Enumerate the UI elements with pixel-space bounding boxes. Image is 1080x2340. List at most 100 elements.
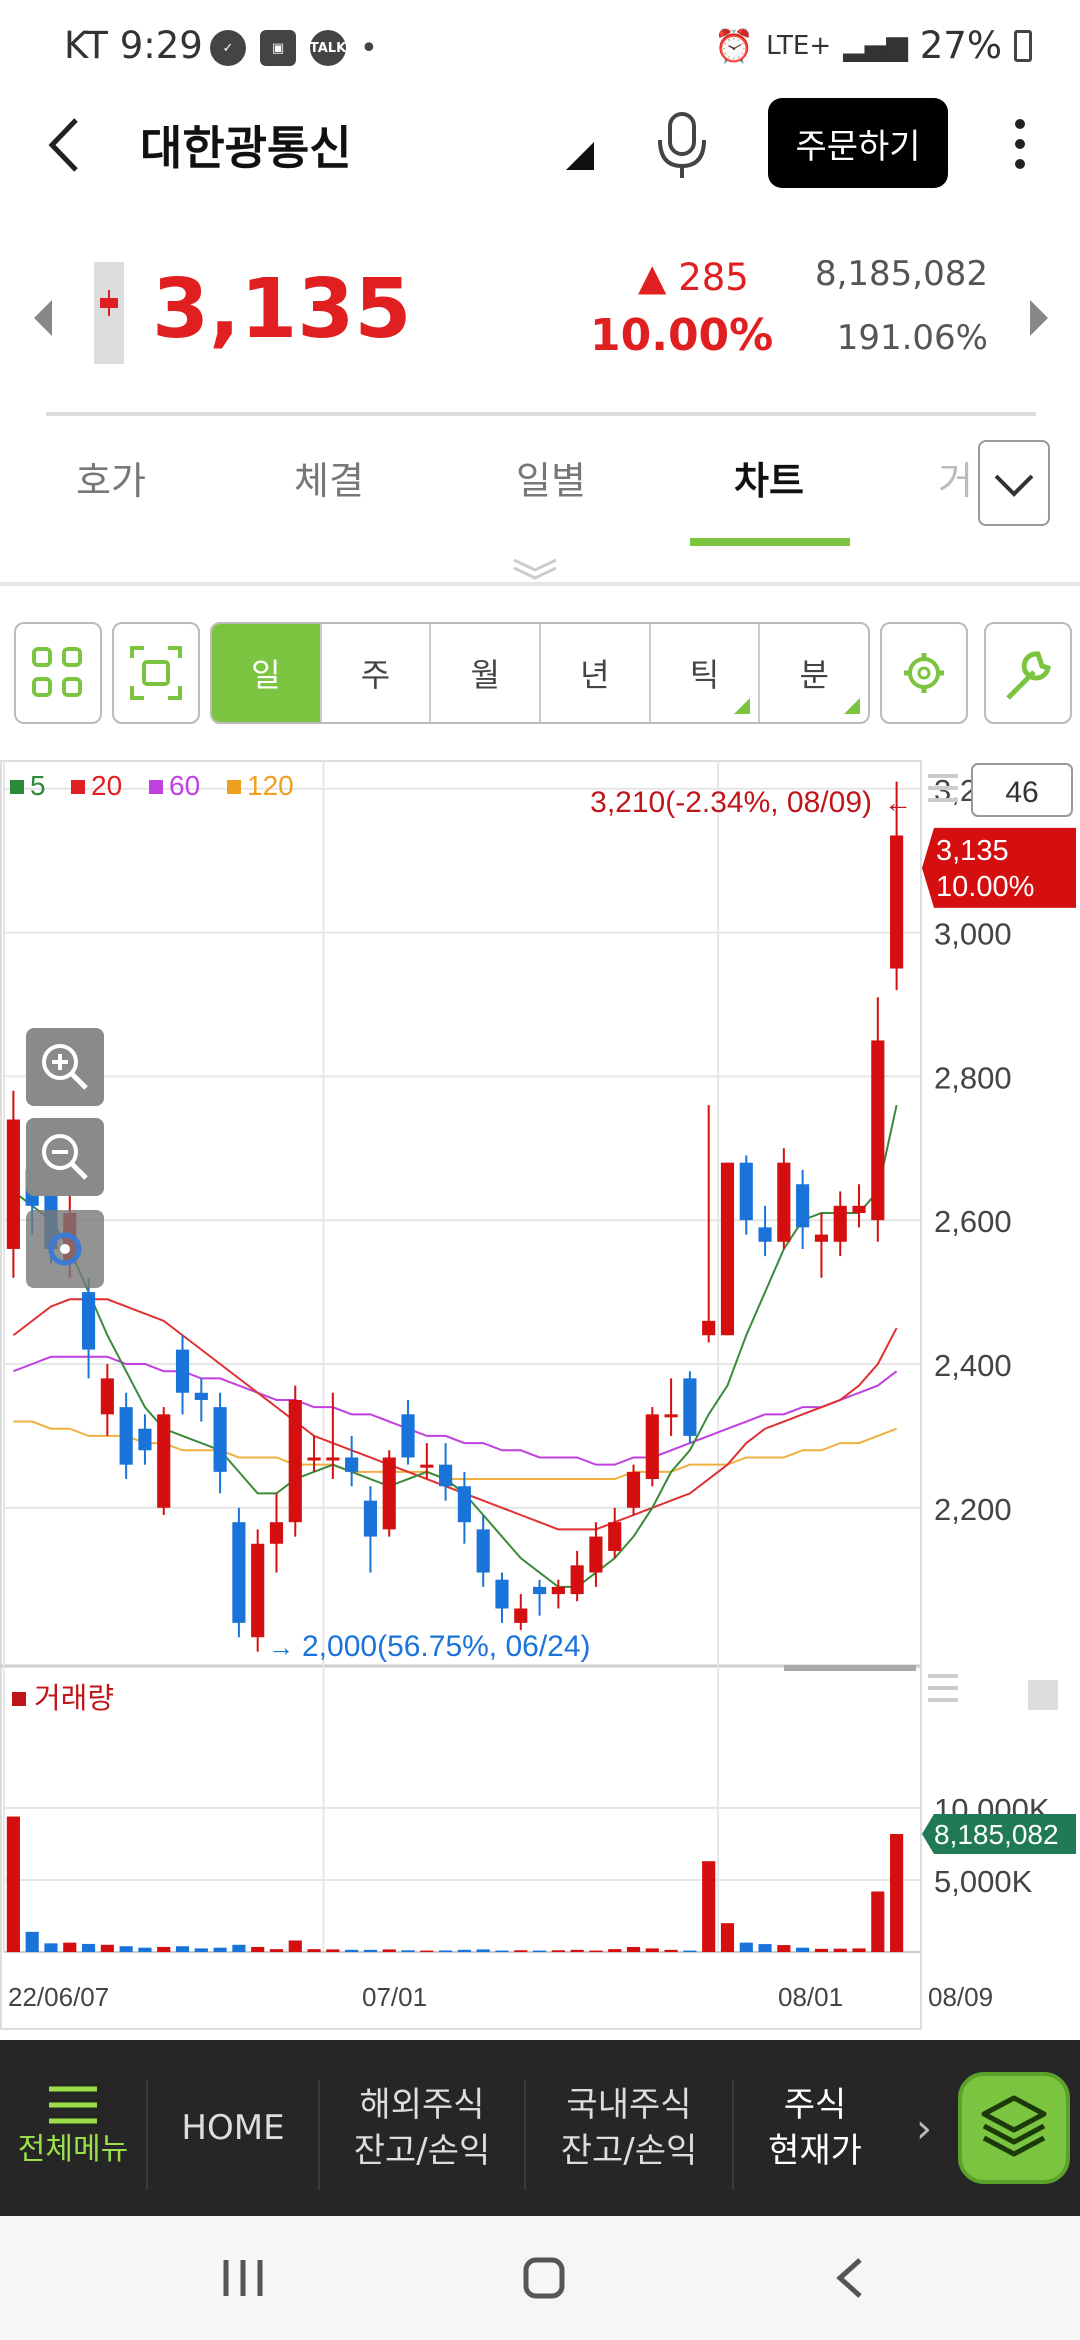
period-month[interactable]: 월 <box>431 624 542 722</box>
volume-bar[interactable] <box>363 1949 378 1952</box>
volume-bar[interactable] <box>382 1949 396 1952</box>
volume-bar[interactable] <box>420 1950 434 1952</box>
candle-body[interactable] <box>100 1378 114 1415</box>
close-pane-icon[interactable] <box>1028 1680 1058 1710</box>
prev-stock-icon[interactable] <box>34 300 52 336</box>
order-button[interactable]: 주문하기 <box>768 98 948 188</box>
volume-bar[interactable] <box>100 1944 114 1952</box>
mic-icon[interactable] <box>652 110 712 180</box>
stock-select-icon[interactable] <box>566 142 594 170</box>
volume-bar[interactable] <box>514 1950 528 1952</box>
volume-bar[interactable] <box>871 1891 885 1952</box>
candle-body[interactable] <box>288 1399 302 1523</box>
volume-bar[interactable] <box>890 1834 904 1952</box>
candle-body[interactable] <box>890 835 904 969</box>
volume-bar[interactable] <box>777 1945 791 1952</box>
nav-stock-price[interactable]: 주식 현재가 <box>768 2085 862 2171</box>
candle-body[interactable] <box>608 1522 622 1551</box>
volume-bar[interactable] <box>758 1944 772 1952</box>
candle-body[interactable] <box>833 1205 847 1242</box>
candle-body[interactable] <box>81 1292 96 1350</box>
pull-handle-icon[interactable] <box>510 556 560 582</box>
layout-grid-button[interactable] <box>14 622 102 724</box>
volume-bar[interactable] <box>476 1949 490 1952</box>
volume-bar[interactable] <box>63 1942 77 1952</box>
candle-body[interactable] <box>777 1162 791 1242</box>
chart-settings-button[interactable] <box>880 622 968 724</box>
candle-body[interactable] <box>457 1486 471 1523</box>
candle-body[interactable] <box>720 1162 735 1336</box>
candle-body[interactable] <box>251 1543 265 1638</box>
volume-bar[interactable] <box>626 1946 641 1952</box>
volume-bar[interactable] <box>288 1940 302 1952</box>
candle-body[interactable] <box>157 1414 171 1508</box>
volume-bar[interactable] <box>25 1931 39 1952</box>
volume-bar[interactable] <box>702 1861 716 1952</box>
candle-body[interactable] <box>514 1608 528 1623</box>
candle-body[interactable] <box>758 1227 772 1242</box>
volume-bar[interactable] <box>194 1948 208 1952</box>
candle-body[interactable] <box>363 1500 378 1537</box>
candle-count-box[interactable] <box>971 763 1073 817</box>
volume-bar[interactable] <box>570 1949 584 1952</box>
period-tick[interactable]: 틱 <box>651 624 761 722</box>
candle-body[interactable] <box>664 1414 678 1418</box>
candle-body[interactable] <box>551 1586 565 1595</box>
home-icon[interactable] <box>520 2254 568 2302</box>
candle-body[interactable] <box>626 1471 641 1508</box>
candle-body[interactable] <box>814 1234 829 1242</box>
tab-more[interactable]: 거 <box>938 459 973 503</box>
candle-body[interactable] <box>796 1184 810 1228</box>
volume-bar[interactable] <box>495 1950 509 1952</box>
recent-apps-icon[interactable] <box>218 2256 268 2300</box>
tab-dropdown-button[interactable] <box>978 440 1050 526</box>
tab-chart[interactable]: 차트 <box>734 459 804 503</box>
candle-body[interactable] <box>382 1457 396 1530</box>
nav-scroll-right-icon[interactable]: › <box>916 2106 932 2152</box>
volume-bar[interactable] <box>645 1948 659 1952</box>
candle-body[interactable] <box>439 1464 453 1487</box>
candle-body[interactable] <box>570 1565 584 1595</box>
candle-body[interactable] <box>495 1579 509 1609</box>
tools-button[interactable] <box>984 622 1072 724</box>
zoom-in-button[interactable] <box>26 1028 104 1106</box>
candle-body[interactable] <box>326 1457 340 1461</box>
candle-body[interactable] <box>213 1407 227 1472</box>
volume-bar[interactable] <box>138 1947 152 1952</box>
volume-bar[interactable] <box>175 1946 190 1952</box>
period-minute[interactable]: 분 <box>760 624 868 722</box>
candle-body[interactable] <box>871 1040 885 1221</box>
candle-body[interactable] <box>532 1586 547 1595</box>
stock-chart[interactable]: 3,2003,0002,8002,6002,4002,20010,000K5,0… <box>0 760 1080 2040</box>
candle-body[interactable] <box>175 1349 190 1393</box>
candle-body[interactable] <box>589 1536 603 1573</box>
volume-bar[interactable] <box>608 1949 622 1952</box>
more-icon[interactable] <box>1005 114 1035 174</box>
candle-body[interactable] <box>307 1457 321 1461</box>
volume-bar[interactable] <box>589 1950 603 1952</box>
volume-bar[interactable] <box>720 1923 735 1952</box>
candle-body[interactable] <box>476 1529 490 1573</box>
candle-body[interactable] <box>645 1414 659 1480</box>
candle-body[interactable] <box>345 1457 359 1472</box>
volume-bar[interactable] <box>401 1950 415 1952</box>
volume-bar[interactable] <box>852 1948 866 1952</box>
volume-bar[interactable] <box>345 1949 359 1952</box>
candle-body[interactable] <box>420 1464 434 1468</box>
chart-config-button[interactable] <box>26 1210 104 1288</box>
volume-bar[interactable] <box>439 1950 453 1952</box>
volume-bar[interactable] <box>232 1944 246 1952</box>
nav-domestic-balance[interactable]: 국내주식 잔고/손익 <box>560 2085 698 2171</box>
volume-bar[interactable] <box>532 1950 547 1952</box>
candle-body[interactable] <box>852 1205 866 1213</box>
candle-body[interactable] <box>194 1392 208 1400</box>
volume-bar[interactable] <box>664 1949 678 1952</box>
volume-bar[interactable] <box>833 1948 847 1952</box>
volume-bar[interactable] <box>814 1948 829 1952</box>
zoom-out-button[interactable] <box>26 1118 104 1196</box>
volume-bar[interactable] <box>457 1949 471 1952</box>
volume-bar[interactable] <box>44 1943 58 1952</box>
volume-bar[interactable] <box>119 1946 133 1952</box>
volume-bar[interactable] <box>326 1949 340 1952</box>
volume-bar[interactable] <box>683 1950 697 1952</box>
